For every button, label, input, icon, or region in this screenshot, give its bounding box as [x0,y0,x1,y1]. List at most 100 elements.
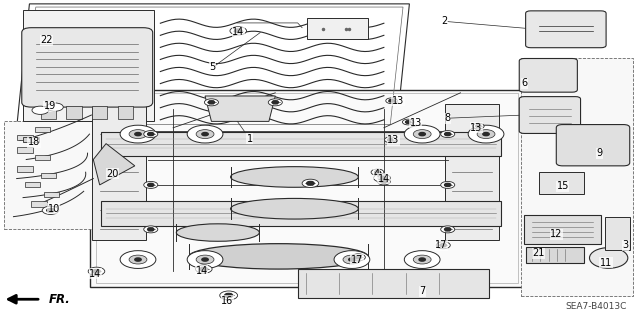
Circle shape [47,208,54,212]
Circle shape [208,101,214,104]
Circle shape [196,130,214,138]
Ellipse shape [230,198,358,219]
Polygon shape [90,90,524,286]
Circle shape [419,258,426,261]
Circle shape [272,101,278,104]
Circle shape [144,226,158,233]
Text: 1: 1 [246,134,253,144]
Bar [44,192,60,197]
Circle shape [204,99,218,106]
Circle shape [200,267,207,271]
Bar [41,173,56,178]
Bar [118,106,133,119]
FancyBboxPatch shape [556,124,630,166]
Text: 3: 3 [622,240,628,250]
Text: 14: 14 [89,269,101,279]
Text: 13: 13 [392,96,404,106]
Bar [31,201,47,206]
Text: 12: 12 [550,229,563,239]
Bar [35,155,50,160]
Circle shape [88,267,105,275]
Circle shape [441,130,455,137]
Text: 22: 22 [40,35,53,45]
Text: 20: 20 [106,169,118,179]
Circle shape [404,251,440,269]
Text: 21: 21 [532,248,545,258]
Polygon shape [521,58,633,296]
Circle shape [148,132,154,136]
FancyBboxPatch shape [539,172,584,195]
FancyBboxPatch shape [22,28,153,107]
Circle shape [187,251,223,269]
Circle shape [436,242,451,249]
Circle shape [42,206,59,214]
Circle shape [389,100,394,102]
Circle shape [351,254,365,261]
Circle shape [476,125,481,127]
Text: 14: 14 [232,27,244,37]
FancyBboxPatch shape [525,11,606,48]
Text: 2: 2 [442,16,447,26]
Circle shape [307,182,314,185]
Text: 5: 5 [209,63,216,72]
Text: FR.: FR. [49,293,71,306]
Circle shape [404,125,440,143]
Circle shape [129,130,147,138]
Ellipse shape [589,248,628,268]
Circle shape [483,132,489,136]
Circle shape [230,27,246,35]
Text: 6: 6 [522,78,527,88]
Circle shape [349,258,355,261]
Circle shape [202,132,208,136]
Text: SEA7-B4013C: SEA7-B4013C [565,302,627,311]
Bar [23,137,39,142]
Circle shape [135,258,141,261]
Circle shape [403,119,414,125]
Polygon shape [4,122,93,229]
Polygon shape [93,144,135,185]
FancyBboxPatch shape [101,131,500,156]
Circle shape [378,179,390,185]
Text: 11: 11 [600,258,612,268]
FancyBboxPatch shape [525,247,584,263]
Text: 13: 13 [387,136,399,145]
FancyBboxPatch shape [298,269,489,298]
FancyBboxPatch shape [92,104,147,241]
Text: 10: 10 [47,204,60,214]
Circle shape [441,226,455,233]
Circle shape [477,130,495,138]
Circle shape [120,251,156,269]
Circle shape [419,132,426,136]
Bar [307,18,368,39]
Circle shape [374,171,380,174]
Circle shape [441,182,455,189]
Text: 13: 13 [470,123,483,133]
Text: 15: 15 [557,182,569,191]
Text: 18: 18 [28,137,40,147]
Bar [17,135,33,140]
Text: 17: 17 [351,255,364,264]
Circle shape [355,256,362,259]
Text: 17: 17 [435,240,447,250]
Circle shape [220,291,237,300]
Polygon shape [17,4,410,128]
Circle shape [196,255,214,264]
Circle shape [268,99,282,106]
Circle shape [385,137,396,143]
Circle shape [148,228,154,231]
Circle shape [187,125,223,143]
Circle shape [144,182,158,189]
Circle shape [406,121,411,123]
Circle shape [413,255,431,264]
Text: 14: 14 [378,174,390,183]
Text: 8: 8 [445,113,451,123]
Circle shape [378,176,386,180]
Circle shape [445,183,451,187]
Bar [25,182,40,188]
Circle shape [234,29,242,33]
Bar [67,106,82,119]
Text: 16: 16 [221,296,234,306]
FancyBboxPatch shape [519,97,580,133]
Circle shape [374,174,390,182]
Text: 19: 19 [44,101,56,111]
